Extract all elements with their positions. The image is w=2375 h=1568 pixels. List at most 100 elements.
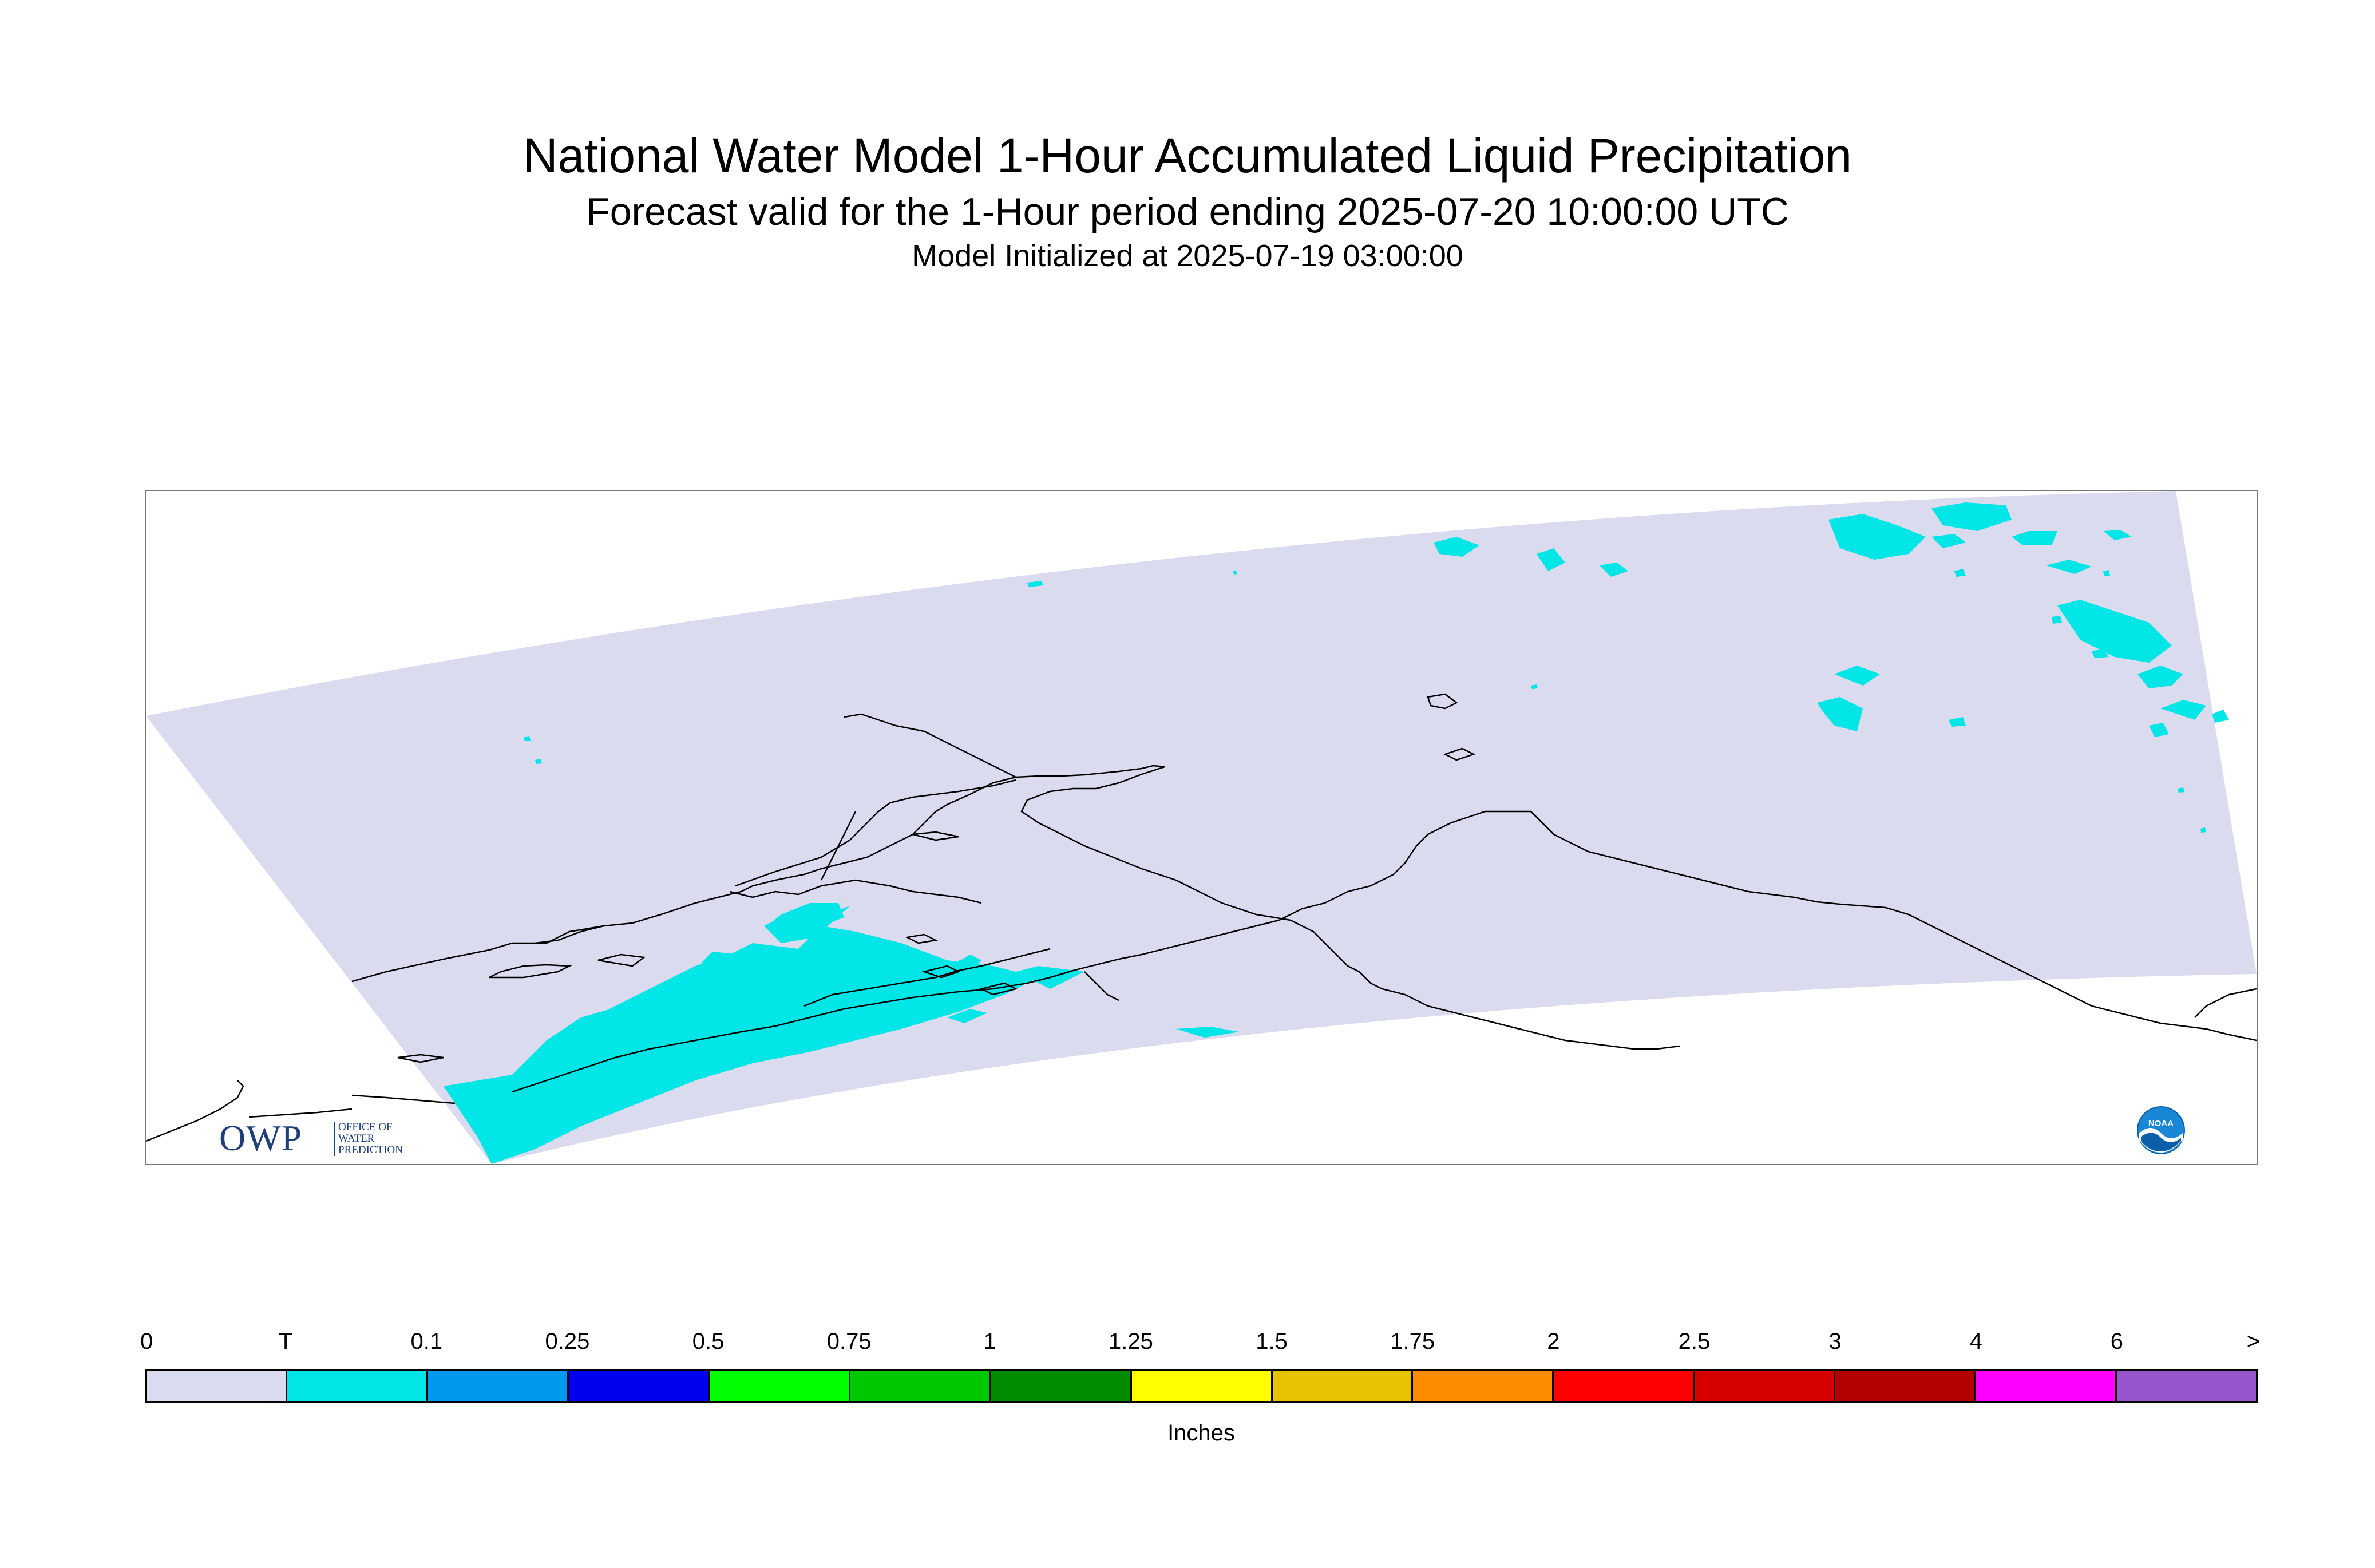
legend-colorbar: [145, 1369, 2258, 1403]
map-panel: OWP OFFICE OF WATER PREDICTION NOAA: [145, 490, 2258, 1165]
legend-tick-label: 0: [140, 1329, 153, 1354]
trace-area-dot-7: [2200, 827, 2206, 833]
trace-area-lake: [764, 966, 773, 977]
trace-area-northeast-5: [2160, 700, 2206, 720]
trace-area-dot-9: [2103, 570, 2110, 576]
coastline-seward-peninsula: [735, 779, 1016, 887]
legend-swatch: [1835, 1371, 1977, 1401]
map-title: National Water Model 1-Hour Accumulated …: [522, 129, 1852, 183]
precipitation-map: [146, 491, 2257, 1164]
trace-area-dot-1: [1027, 581, 1043, 587]
legend-tick-label: 1.75: [1390, 1329, 1435, 1354]
legend-swatch: [1131, 1371, 1273, 1401]
owp-logo-icon: OWP OFFICE OF WATER PREDICTION: [219, 1118, 425, 1158]
trace-area-small-1: [901, 955, 947, 972]
model-initialized-subtitle: Model Initialized at 2025-07-19 03:00:00: [912, 239, 1463, 273]
legend-tick-label: 0.25: [545, 1329, 590, 1354]
trace-area-brooks-3: [1931, 534, 1966, 548]
legend-swatch: [1413, 1371, 1554, 1401]
trace-area-northeast-1: [2103, 530, 2132, 540]
color-legend: 0 T 0.1 0.25 0.5 0.75 1 1.25 1.5 1.75 2 2.5 3 4 6 > Inc…: [140, 1328, 2260, 1465]
trace-area-east-3: [2092, 648, 2109, 658]
legend-swatch: [850, 1371, 991, 1401]
trace-area-norton: [701, 952, 764, 972]
legend-swatch: [428, 1371, 569, 1401]
trace-area-brooks-2: [1931, 502, 2012, 531]
legend-tick-label: 2.5: [1678, 1329, 1711, 1354]
trace-area-dot-2: [524, 736, 531, 741]
trace-area-dot-5: [1531, 684, 1538, 689]
legend-tick-label: 0.75: [826, 1329, 872, 1354]
legend-tick-label: 6: [2110, 1329, 2123, 1354]
coastline-prince-william-sound: [1450, 810, 1589, 853]
legend-tick-label: 1: [983, 1329, 996, 1354]
trace-area-northeast-2: [2046, 560, 2092, 574]
trace-area-dot-6: [2178, 787, 2184, 793]
trace-area-dot-3: [535, 759, 542, 764]
trace-area-shelikof: [947, 1009, 987, 1023]
trace-area-brooks-4: [2012, 531, 2057, 545]
legend-tick-label: 0.1: [410, 1329, 443, 1354]
trace-area-inland: [764, 960, 856, 977]
island-yukon-flats-lake: [1427, 693, 1458, 710]
coastline-lower-right: [2194, 988, 2257, 1018]
coastline-lower-left-1: [146, 1080, 244, 1142]
lake-norton: [912, 831, 959, 841]
island-st-matthew: [397, 1054, 444, 1063]
trace-area-north-coast-1: [1434, 537, 1479, 557]
noaa-logo-text: NOAA: [2148, 1119, 2174, 1129]
coastline-kenai: [1278, 822, 1451, 921]
legend-tick-label: 3: [1828, 1329, 1842, 1354]
island-river-bend: [1443, 747, 1476, 761]
trace-area-east-2: [2212, 710, 2229, 723]
trace-area-cook-north: [770, 963, 776, 967]
trace-area-dot-4: [1233, 570, 1237, 575]
legend-tick-label: T: [278, 1329, 293, 1354]
lake-kotzebue: [921, 965, 961, 979]
trace-area-upper-yukon: [767, 903, 844, 932]
coastline-bristol-bay: [803, 948, 1051, 1007]
legend-swatch: [147, 1371, 287, 1401]
coastline-lower-left-3: [248, 1108, 353, 1118]
legend-swatch: [568, 1371, 710, 1401]
trace-area-small-3: [804, 955, 830, 967]
coastline-gulf-of-alaska: [1588, 850, 1886, 909]
trace-area-brooks-1: [1828, 514, 1926, 560]
trace-area-small-5: [747, 1003, 781, 1015]
legend-swatch: [287, 1371, 428, 1401]
legend-swatch: [1272, 1371, 1414, 1401]
island-st-lawrence: [489, 964, 572, 979]
legend-tick-label: 1.25: [1108, 1329, 1153, 1354]
coastline-southeast-panhandle: [1885, 906, 2257, 1042]
coastline-bering-strait: [820, 811, 857, 881]
legend-swatch: [709, 1371, 850, 1401]
trace-area-naknek: [770, 966, 771, 967]
noaa-logo-icon: NOAA: [2137, 1106, 2185, 1154]
outside-domain-bottom: [492, 974, 2257, 1164]
legend-swatch: [1695, 1371, 1836, 1401]
lake-iliamna: [905, 933, 938, 944]
legend-swatch: [1554, 1371, 1695, 1401]
legend-tick-label: 1.5: [1256, 1329, 1288, 1354]
coastlines: [146, 693, 2257, 1142]
trace-area-yukon-flats-2: [1817, 697, 1863, 731]
legend-swatch: [2117, 1371, 2257, 1401]
trace-area-kenai: [787, 960, 804, 967]
legend-tick-label: >: [2246, 1329, 2260, 1354]
trace-area-small-2: [959, 957, 976, 966]
owp-logo-letters: OWP: [219, 1118, 303, 1158]
trace-area-small-4: [847, 963, 864, 972]
forecast-valid-subtitle: Forecast valid for the 1-Hour period end…: [586, 190, 1789, 233]
trace-area-north-coast-2: [1537, 548, 1565, 571]
coastline-cook-inlet: [1084, 971, 1119, 1001]
legend-swatch: [1976, 1371, 2117, 1401]
trace-area-northeast-4: [2138, 666, 2183, 688]
legend-swatch: [991, 1371, 1132, 1401]
trace-area-dot-10: [2052, 616, 2062, 624]
island-kodiak: [979, 982, 1018, 996]
trace-area-sw-main: [512, 969, 753, 1109]
legend-tick-label: 0.5: [692, 1329, 725, 1354]
trace-area-east-1: [2149, 723, 2169, 737]
owp-logo-words: OFFICE OF WATER PREDICTION: [334, 1122, 403, 1156]
coastline-yukon-delta: [535, 925, 604, 944]
